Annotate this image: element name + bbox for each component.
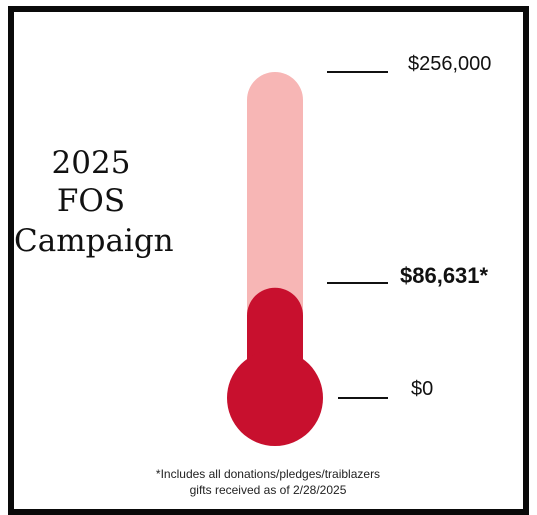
title-year: 2025 — [51, 145, 131, 181]
zero-label: $0 — [411, 378, 434, 400]
footnote-line-1: *Includes all donations/pledges/traiblaz… — [155, 467, 381, 481]
title-campaign: Campaign — [14, 223, 174, 259]
thermometer-bulb — [227, 350, 323, 446]
footnote-line-2: gifts received as of 2/28/2025 — [189, 483, 347, 497]
goal-label: $256,000 — [408, 53, 492, 75]
raised-label: $86,631* — [400, 263, 489, 288]
title-fos: FOS — [56, 183, 126, 219]
